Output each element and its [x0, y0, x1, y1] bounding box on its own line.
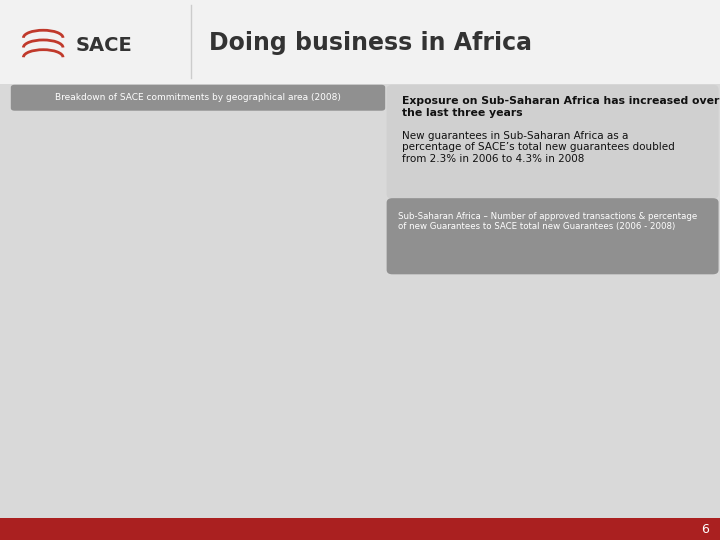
Bar	[548, 380, 577, 482]
Bar	[448, 408, 478, 482]
Wedge shape	[199, 189, 297, 275]
Wedge shape	[199, 164, 269, 275]
Bar	[617, 327, 647, 482]
Text: 4.5%: 4.5%	[652, 326, 672, 335]
Text: Exposure on Sub-Saharan Africa has increased over
the last three years: Exposure on Sub-Saharan Africa has incre…	[402, 96, 719, 118]
Text: Breakdown of SACE commitments by geographical area (2008): Breakdown of SACE commitments by geograp…	[55, 93, 341, 102]
FancyBboxPatch shape	[387, 198, 719, 274]
Text: 3.2%: 3.2%	[552, 368, 573, 377]
Text: 6: 6	[530, 425, 536, 434]
Wedge shape	[199, 237, 310, 275]
Legend: SACE Committment in Africa, Transactions: SACE Committment in Africa, Transactions	[401, 512, 620, 522]
Text: Sub-Saharan
Africa
4.5%: Sub-Saharan Africa 4.5%	[243, 308, 289, 328]
Wedge shape	[92, 164, 199, 275]
Text: Sub-Saharan Africa – Number of approved transactions & percentage
of new Guarant: Sub-Saharan Africa – Number of approved …	[398, 212, 698, 231]
Wedge shape	[199, 224, 303, 275]
Text: 2.3%: 2.3%	[452, 397, 474, 406]
Text: 6: 6	[701, 523, 709, 536]
Text: Asia and
Oceania
6.1%: Asia and Oceania 6.1%	[270, 215, 301, 235]
Text: Others
1.8%: Others 1.8%	[251, 177, 275, 190]
Text: EU 27
41.0%: EU 27 41.0%	[66, 263, 89, 276]
Text: Middle East and
North Africa
11.6%: Middle East and North Africa 11.6%	[248, 252, 305, 272]
Text: 10: 10	[428, 395, 438, 404]
Legend: Sub-Saharan Africa, Middle East and North Africa, EU 27, Other European Countrie: Sub-Saharan Africa, Middle East and Nort…	[114, 531, 260, 540]
Text: SACE: SACE	[76, 36, 132, 56]
Bar	[647, 338, 677, 482]
Text: Doing business in Africa: Doing business in Africa	[209, 31, 532, 55]
Bar	[418, 408, 448, 482]
Text: Americas
10.3%: Americas 10.3%	[228, 394, 262, 407]
Text: New guarantees in Sub-Saharan Africa as a
percentage of SACE’s total new guarant: New guarantees in Sub-Saharan Africa as …	[402, 131, 675, 164]
Wedge shape	[86, 240, 282, 387]
Bar	[518, 437, 548, 482]
FancyBboxPatch shape	[387, 85, 719, 199]
Wedge shape	[199, 269, 310, 349]
Bar	[0, 0, 720, 84]
Text: Other European
Countries and
CSI
18.8%: Other European Countries and CSI 18.8%	[78, 338, 135, 364]
Text: 21: 21	[627, 314, 637, 323]
FancyBboxPatch shape	[11, 85, 385, 111]
Bar	[0, 518, 720, 540]
